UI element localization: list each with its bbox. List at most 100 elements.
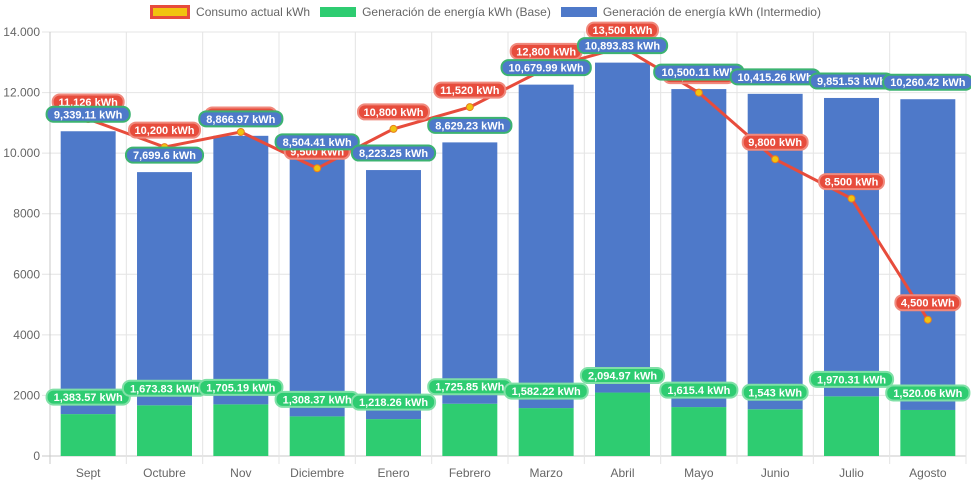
data-label-bg xyxy=(198,110,284,128)
data-label-bg xyxy=(741,383,809,401)
data-label-text: 1,520.06 kWh xyxy=(893,388,962,400)
data-label-bg xyxy=(894,294,962,312)
y-tick-label: 4000 xyxy=(13,328,40,342)
data-label-text: 1,308.37 kWh xyxy=(283,394,352,406)
bar-intermedio xyxy=(366,170,421,420)
bar-intermedio xyxy=(518,84,574,409)
data-label-text: 11,520 kWh xyxy=(440,85,500,97)
data-label-bg xyxy=(576,37,669,55)
x-tick-label: Diciembre xyxy=(290,466,344,480)
intermedio-label: 8,223.25 kWh xyxy=(350,144,437,162)
consumo-label: 12,800 kWh xyxy=(509,42,583,60)
bar-base xyxy=(518,408,574,456)
bar-base xyxy=(442,403,498,456)
y-tick-label: 10.000 xyxy=(3,146,40,160)
data-label-bg xyxy=(741,133,809,151)
intermedio-label: 10,260.42 kWh xyxy=(882,73,971,91)
bar-base xyxy=(900,409,956,456)
consumption-point xyxy=(465,103,474,112)
bar-intermedio xyxy=(213,135,269,405)
x-tick-label: Abril xyxy=(610,466,634,480)
data-label-text: 4,500 kWh xyxy=(901,298,955,310)
data-label-bg xyxy=(659,381,739,399)
data-label-text: 1,970.31 kWh xyxy=(817,374,886,386)
data-label-bg xyxy=(45,105,131,123)
data-label-text: 7,699.6 kWh xyxy=(133,150,196,162)
data-label-text: 10,200 kWh xyxy=(135,125,195,137)
base-label: 1,308.37 kWh xyxy=(274,390,360,408)
data-label-text: 1,543 kWh xyxy=(748,387,802,399)
data-label-text: 10,800 kWh xyxy=(364,107,424,119)
data-label-bg xyxy=(885,384,971,402)
x-tick-label: Agosto xyxy=(909,466,947,480)
x-tick-label: Nov xyxy=(230,466,251,480)
base-label: 1,582.22 kWh xyxy=(503,382,589,400)
data-label-text: 12,800 kWh xyxy=(516,46,576,58)
consumption-point xyxy=(236,127,245,136)
data-label-bg xyxy=(198,378,284,396)
data-label-text: 1,705.19 kWh xyxy=(206,382,275,394)
base-label: 1,543 kWh xyxy=(741,383,809,401)
bar-base xyxy=(60,414,116,456)
legend-item-consumo[interactable]: Consumo actual kWh xyxy=(150,5,310,19)
bar-base xyxy=(137,405,192,456)
data-label-bg xyxy=(433,81,507,99)
consumption-point xyxy=(389,124,398,133)
y-tick-label: 0 xyxy=(33,449,40,463)
data-label-bg xyxy=(124,146,205,164)
base-label: 1,383.57 kWh xyxy=(45,388,131,406)
legend-item-intermedio[interactable]: Generación de energía kWh (Intermedio) xyxy=(560,5,821,19)
data-label-text: 9,800 kWh xyxy=(748,137,802,149)
bar-intermedio xyxy=(595,62,650,393)
bar-base xyxy=(824,396,879,456)
data-label-text: 8,504.41 kWh xyxy=(283,137,352,149)
x-tick-label: Octubre xyxy=(143,466,186,480)
data-label-bg xyxy=(357,103,430,121)
data-label-bg xyxy=(45,388,131,406)
bar-base xyxy=(595,392,650,456)
data-label-text: 9,339.11 kWh xyxy=(54,109,123,121)
intermedio-label: 9,339.11 kWh xyxy=(45,105,131,123)
data-label-bg xyxy=(350,393,437,411)
data-label-bg xyxy=(808,370,895,388)
bar-base xyxy=(213,404,269,456)
bar-base xyxy=(366,419,421,456)
data-label-bg xyxy=(500,59,592,77)
consumption-point xyxy=(771,155,780,164)
data-label-text: 1,725.85 kWh xyxy=(435,382,504,394)
data-label-text: 10,500.11 kWh xyxy=(662,67,737,79)
bar-intermedio xyxy=(671,89,727,408)
x-tick-label: Julio xyxy=(839,466,864,480)
data-label-bg xyxy=(427,116,513,134)
data-label-text: 1,383.57 kWh xyxy=(54,392,123,404)
data-label-bg xyxy=(503,382,589,400)
y-tick-label: 2000 xyxy=(13,388,40,402)
base-label: 2,094.97 kWh xyxy=(579,367,666,385)
intermedio-label: 10,415.26 kWh xyxy=(729,68,821,86)
data-label-text: 10,679.99 kWh xyxy=(509,63,584,75)
x-tick-label: Enero xyxy=(377,466,409,480)
legend-label: Generación de energía kWh (Intermedio) xyxy=(602,5,821,19)
data-label-bg xyxy=(350,144,437,162)
consumo-label: 10,200 kWh xyxy=(128,121,201,139)
intermedio-label: 9,851.53 kWh xyxy=(808,72,895,90)
consumption-point xyxy=(847,194,856,203)
data-label-text: 10,893.83 kWh xyxy=(585,41,660,53)
consumo-label: 13,500 kWh xyxy=(586,21,659,39)
base-label: 1,970.31 kWh xyxy=(808,370,895,388)
intermedio-label: 10,679.99 kWh xyxy=(500,59,592,77)
x-tick-label: Sept xyxy=(76,466,101,480)
data-label-text: 1,218.26 kWh xyxy=(359,397,428,409)
base-label: 1,218.26 kWh xyxy=(350,393,437,411)
y-tick-label: 6000 xyxy=(13,267,40,281)
data-label-bg xyxy=(818,173,885,191)
legend-label: Consumo actual kWh xyxy=(196,5,311,19)
data-label-bg xyxy=(579,367,666,385)
bar-base xyxy=(747,409,803,456)
data-label-text: 1,615.4 kWh xyxy=(667,385,730,397)
x-tick-label: Mayo xyxy=(684,466,714,480)
legend-label: Generación de energía kWh (Base) xyxy=(362,5,551,19)
legend-item-base[interactable]: Generación de energía kWh (Base) xyxy=(320,5,551,19)
